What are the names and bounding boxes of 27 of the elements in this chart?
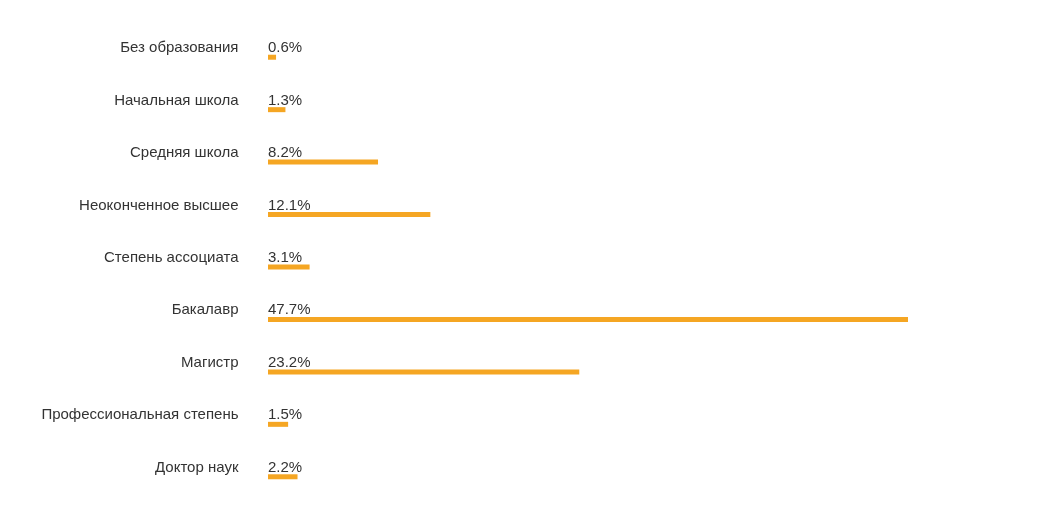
y-tick-label: Магистр [180,352,239,370]
data-label: 1.3% [268,90,303,108]
y-tick-label: Профессиональная степень [41,405,239,423]
bar [268,264,310,270]
data-label: 23.2% [268,352,311,370]
bar [268,159,379,165]
data-label: 12.1% [268,195,311,213]
bar [268,369,580,375]
data-label: 2.2% [268,457,303,475]
bar [268,421,289,427]
bar [268,107,286,113]
y-tick-label: Доктор наук [155,457,239,475]
y-tick-label: Начальная школа [114,90,240,108]
bar [268,316,908,322]
bar [268,212,431,218]
bar [268,54,277,60]
bar [268,474,298,480]
data-label: 1.5% [268,405,303,423]
y-tick-label: Без образования [120,38,239,56]
data-label: 8.2% [268,143,303,161]
data-label: 47.7% [268,300,311,318]
y-tick-label: Бакалавр [171,300,239,318]
y-tick-label: Степень ассоциата [104,248,240,265]
y-tick-label: Неоконченное высшее [79,195,239,213]
y-tick-label: Средняя школа [129,143,240,161]
data-label: 3.1% [268,248,303,265]
data-label: 0.6% [268,38,303,56]
